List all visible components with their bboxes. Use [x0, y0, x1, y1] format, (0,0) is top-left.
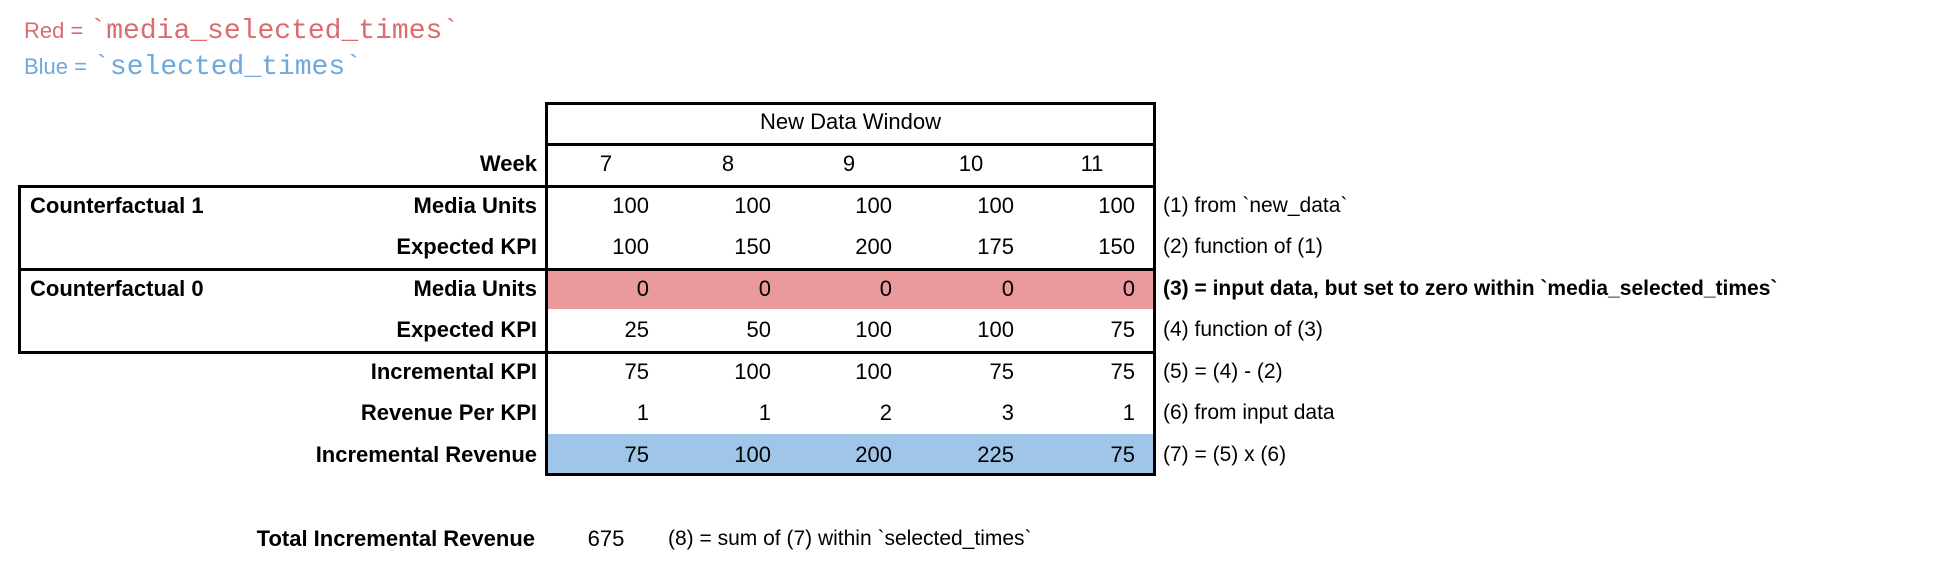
data-cell: 75 — [989, 359, 1014, 384]
table-border-top — [545, 102, 1156, 105]
row-annotation: (3) = input data, but set to zero within… — [1163, 277, 1778, 300]
row-label: Media Units — [413, 276, 537, 301]
data-cell: 100 — [734, 359, 771, 384]
data-cell: 75 — [1110, 359, 1135, 384]
data-cell: 100 — [1098, 193, 1135, 218]
media-selected-times-highlight — [548, 271, 1153, 309]
week-cell: 11 — [1080, 151, 1104, 176]
row-annotation: (2) function of (1) — [1163, 235, 1323, 258]
data-cell: 175 — [977, 234, 1014, 259]
data-cell: 225 — [977, 442, 1014, 467]
data-cell: 0 — [1122, 276, 1135, 301]
row-label: Incremental KPI — [370, 359, 537, 384]
group-label-counterfactual-1: Counterfactual 1 — [30, 193, 204, 218]
group-label-counterfactual-0: Counterfactual 0 — [30, 276, 204, 301]
data-cell: 100 — [734, 442, 771, 467]
week-cell: 10 — [958, 151, 984, 176]
data-cell: 75 — [624, 442, 649, 467]
data-cell: 25 — [624, 317, 649, 342]
week-cell: 9 — [842, 151, 856, 176]
data-cell: 50 — [746, 317, 771, 342]
table-border-bottom — [545, 473, 1156, 476]
data-cell: 2 — [879, 400, 892, 425]
table-border-under-header — [545, 143, 1156, 146]
data-cell: 1 — [636, 400, 649, 425]
week-cell: 7 — [599, 151, 613, 176]
row-annotation: (5) = (4) - (2) — [1163, 360, 1283, 383]
row-annotation: (6) from input data — [1163, 401, 1335, 424]
data-cell: 0 — [879, 276, 892, 301]
legend-red-equals: = — [64, 18, 90, 43]
data-cell: 100 — [855, 359, 892, 384]
data-cell: 100 — [855, 193, 892, 218]
data-cell: 100 — [612, 234, 649, 259]
row-label: Revenue Per KPI — [360, 400, 537, 425]
data-cell: 1 — [1122, 400, 1135, 425]
data-cell: 200 — [855, 234, 892, 259]
data-cell: 150 — [1098, 234, 1135, 259]
total-annotation: (8) = sum of (7) within `selected_times` — [668, 527, 1032, 550]
legend-red-code: `media_selected_times` — [89, 16, 460, 47]
data-cell: 0 — [1001, 276, 1014, 301]
data-cell: 150 — [734, 234, 771, 259]
legend-blue-label: Blue — [24, 54, 69, 79]
row-annotation: (1) from `new_data` — [1163, 194, 1348, 217]
table-border-under-counterfactual0 — [18, 351, 1156, 354]
row-label: Expected KPI — [396, 317, 537, 342]
row-annotation: (4) function of (3) — [1163, 318, 1323, 341]
data-cell: 0 — [636, 276, 649, 301]
data-cell: 3 — [1001, 400, 1014, 425]
table-border-data-right — [1153, 102, 1156, 476]
data-cell: 100 — [977, 193, 1014, 218]
data-cell: 100 — [855, 317, 892, 342]
data-cell: 75 — [1110, 442, 1135, 467]
legend-blue-line: Blue = `selected_times` — [24, 50, 362, 84]
week-cell: 8 — [721, 151, 735, 176]
table-border-data-left — [545, 102, 548, 476]
selected-times-highlight — [548, 434, 1153, 473]
data-cell: 200 — [855, 442, 892, 467]
data-cell: 75 — [1110, 317, 1135, 342]
data-cell: 0 — [758, 276, 771, 301]
data-cell: 100 — [612, 193, 649, 218]
row-label: Expected KPI — [396, 234, 537, 259]
week-label: Week — [479, 151, 537, 176]
data-cell: 75 — [624, 359, 649, 384]
data-cell: 100 — [977, 317, 1014, 342]
total-label: Total Incremental Revenue — [256, 526, 535, 551]
row-label: Media Units — [413, 193, 537, 218]
table-header: New Data Window — [760, 109, 941, 134]
table-border-between-counterfactuals — [18, 268, 1156, 271]
row-label: Incremental Revenue — [315, 442, 537, 467]
legend-blue-equals: = — [68, 54, 94, 79]
legend-red-label: Red — [24, 18, 65, 43]
table-border-under-week — [18, 185, 1156, 188]
data-cell: 1 — [758, 400, 771, 425]
legend-red-line: Red = `media_selected_times` — [24, 14, 459, 48]
data-cell: 100 — [734, 193, 771, 218]
row-annotation: (7) = (5) x (6) — [1163, 443, 1287, 466]
total-value: 675 — [587, 526, 625, 551]
table-border-group-left — [18, 185, 21, 354]
legend-blue-code: `selected_times` — [93, 52, 362, 83]
